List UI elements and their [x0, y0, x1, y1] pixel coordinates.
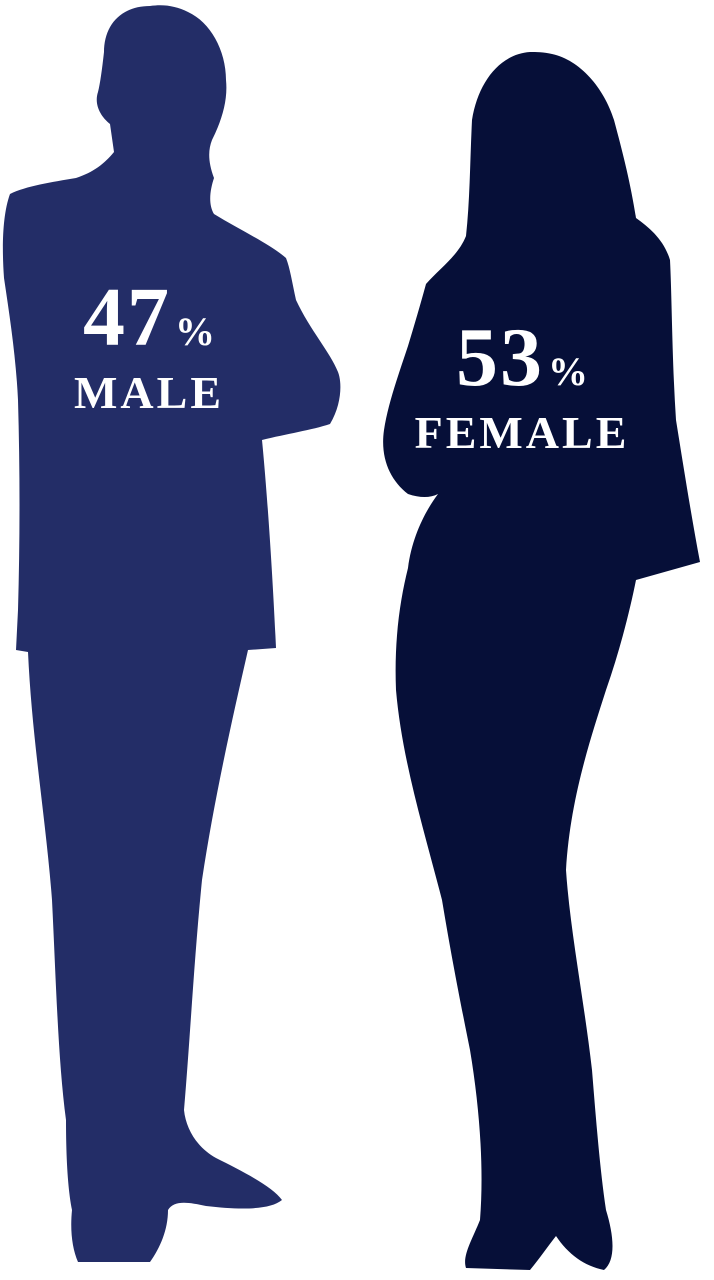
female-percent-sign: % [548, 349, 588, 394]
male-label: MALE [74, 367, 224, 418]
female-percent-value: 53 [456, 311, 544, 404]
female-silhouette [383, 52, 700, 1270]
male-stat: 47% MALE [40, 276, 258, 416]
male-percent-sign: % [175, 309, 215, 354]
male-silhouette [2, 5, 341, 1262]
female-label: FEMALE [414, 407, 630, 458]
male-percent-value: 47 [83, 271, 171, 364]
female-stat: 53% FEMALE [392, 316, 652, 456]
